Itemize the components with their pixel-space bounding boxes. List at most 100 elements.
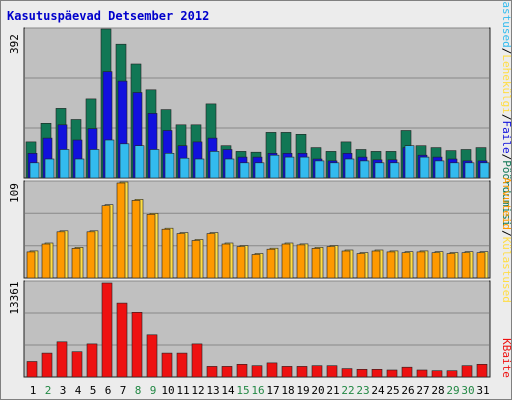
bar-visitors-31 (476, 252, 486, 279)
bar-pages-20 (314, 160, 325, 179)
bar-visitors-15 (236, 246, 246, 279)
x-tick-label: 27 (416, 384, 429, 397)
bar-pages-15 (239, 162, 250, 179)
bar-visitors-27 (416, 251, 426, 279)
x-tick-label: 13 (206, 384, 219, 397)
legend-visits: Külastused (500, 0, 512, 48)
x-tick-label: 30 (461, 384, 474, 397)
bar-visitors-17 (266, 248, 276, 279)
bar-visitors-11 (176, 233, 186, 279)
bar-pages-17 (269, 154, 280, 179)
bar-pages-3 (59, 149, 70, 179)
bar-visitors-23 (356, 253, 366, 279)
bar-pages-22 (344, 158, 355, 179)
bar-kbytes-15 (236, 363, 248, 378)
bar-kbytes-8 (131, 311, 143, 378)
bar-pages-16 (254, 162, 265, 179)
bar-kbytes-16 (251, 365, 263, 378)
bar-visitors-4 (71, 248, 81, 279)
bar-pages-31 (479, 162, 490, 179)
x-tick-label: 11 (176, 384, 189, 397)
bar-visitors-20 (311, 248, 321, 279)
bar-pages-5 (89, 149, 100, 179)
bar-visitors-16 (251, 254, 261, 279)
bar-visitors-5 (86, 231, 96, 279)
x-tick-label: 23 (356, 384, 369, 397)
bar-visitors-13 (206, 233, 216, 279)
bar-visitors-30 (461, 252, 471, 279)
x-tick-label: 29 (446, 384, 459, 397)
kbytes-max-label: 13361 (8, 281, 21, 314)
bar-visitors-2 (41, 243, 51, 279)
x-tick-label: 31 (476, 384, 489, 397)
bar-kbytes-28 (431, 370, 443, 378)
bar-kbytes-22 (341, 368, 353, 378)
bar-kbytes-9 (146, 334, 158, 378)
bar-pages-18 (284, 156, 295, 179)
bar-pages-29 (449, 162, 460, 179)
x-tick-label: 1 (30, 384, 37, 397)
bar-pages-24 (374, 162, 385, 179)
bar-pages-4 (74, 158, 85, 179)
legend-top: Külastused/Lehekülgi/Faile/Pöördumisi (500, 0, 512, 227)
bar-kbytes-24 (371, 368, 383, 378)
x-tick-label: 7 (120, 384, 127, 397)
x-tick-label: 16 (251, 384, 264, 397)
bar-kbytes-18 (281, 366, 293, 378)
bar-pages-14 (224, 158, 235, 179)
bar-pages-21 (329, 162, 340, 179)
legend-hits: Pöördumisi (500, 160, 512, 226)
bar-kbytes-23 (356, 368, 368, 378)
bar-visitors-28 (431, 252, 441, 279)
bar-kbytes-13 (206, 366, 218, 378)
bar-kbytes-25 (386, 369, 398, 378)
bar-visitors-8 (131, 200, 141, 279)
visitors-max-label: 109 (8, 183, 21, 203)
bar-kbytes-10 (161, 352, 173, 378)
legend-files: Faile (500, 121, 512, 154)
bar-kbytes-17 (266, 362, 278, 378)
bar-pages-1 (29, 162, 40, 179)
legend-visitors: Arvuteid (500, 177, 512, 230)
hits-max-label: 392 (8, 34, 21, 54)
x-tick-label: 2 (45, 384, 52, 397)
bar-kbytes-2 (41, 352, 53, 378)
x-tick-label: 19 (296, 384, 309, 397)
x-tick-label: 21 (326, 384, 339, 397)
x-tick-label: 17 (266, 384, 279, 397)
x-tick-label: 5 (90, 384, 97, 397)
bar-pages-30 (464, 162, 475, 179)
bar-pages-19 (299, 156, 310, 179)
bar-kbytes-21 (326, 365, 338, 378)
x-tick-label: 26 (401, 384, 414, 397)
legend-mid: Arvuteid/Külastused (500, 177, 512, 303)
bar-visitors-26 (401, 252, 411, 279)
bar-pages-11 (179, 157, 190, 179)
x-tick-label: 22 (341, 384, 354, 397)
bar-visitors-14 (221, 243, 231, 279)
bar-visitors-10 (161, 228, 171, 279)
x-tick-label: 4 (75, 384, 82, 397)
bar-visitors-1 (26, 251, 36, 279)
bar-kbytes-3 (56, 341, 68, 378)
x-tick-label: 8 (135, 384, 142, 397)
x-tick-label: 10 (161, 384, 174, 397)
bars-layer (25, 28, 490, 378)
x-tick-label: 6 (105, 384, 112, 397)
bar-visitors-25 (386, 251, 396, 279)
bar-kbytes-31 (476, 363, 488, 378)
bar-pages-23 (359, 160, 370, 179)
x-tick-label: 24 (371, 384, 385, 397)
bar-pages-27 (419, 156, 430, 179)
bar-pages-9 (149, 149, 160, 179)
bar-kbytes-1 (26, 361, 38, 378)
bar-visitors-24 (371, 250, 381, 279)
bar-kbytes-7 (116, 302, 128, 378)
legend-pages: Lehekülgi (500, 54, 512, 114)
bar-kbytes-27 (416, 369, 428, 378)
bar-kbytes-20 (311, 365, 323, 378)
bar-pages-2 (44, 158, 55, 179)
bar-kbytes-14 (221, 366, 233, 378)
kbytes-panel (23, 280, 491, 378)
